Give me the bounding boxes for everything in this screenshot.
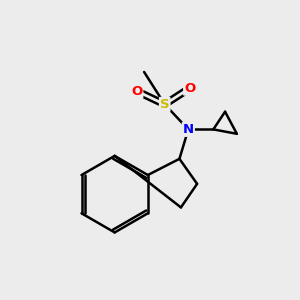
Text: S: S bbox=[160, 98, 169, 111]
Text: N: N bbox=[183, 123, 194, 136]
Text: O: O bbox=[131, 85, 142, 98]
Text: O: O bbox=[184, 82, 195, 95]
